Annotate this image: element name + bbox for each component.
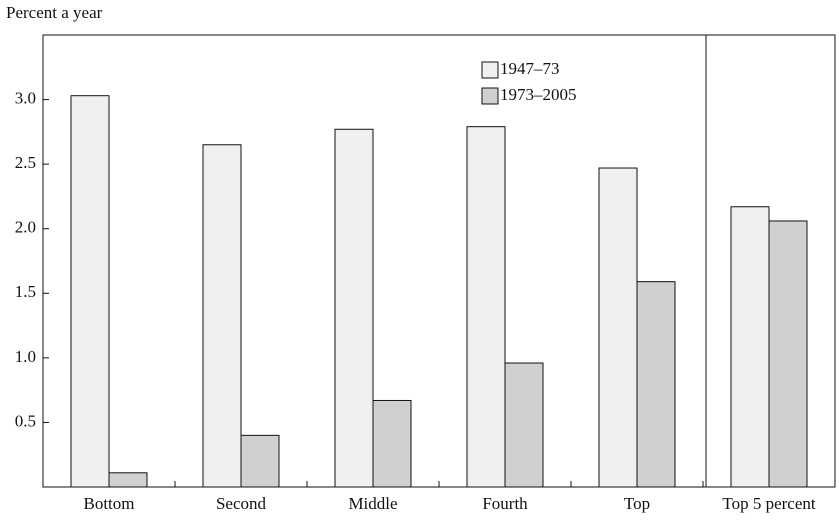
y-tick-label: 1.5 [15, 282, 36, 301]
legend-label: 1947–73 [500, 59, 560, 78]
bar [202, 144, 242, 488]
bar [334, 128, 374, 488]
y-tick-label: 2.0 [15, 218, 36, 237]
y-tick-label: 1.0 [15, 347, 36, 366]
bar [768, 220, 808, 488]
x-tick-label: Top 5 percent [722, 494, 815, 513]
bar [598, 167, 638, 488]
bar [108, 472, 148, 488]
bar [70, 95, 110, 488]
x-tick-label: Second [216, 494, 267, 513]
x-tick-label: Top [624, 494, 650, 513]
y-tick-label: 2.5 [15, 153, 36, 172]
bar [466, 126, 506, 488]
y-tick-label: 3.0 [15, 88, 36, 107]
bar [504, 362, 544, 488]
legend-swatch [481, 87, 499, 105]
bar [636, 281, 676, 488]
x-tick-label: Bottom [83, 494, 134, 513]
y-axis-label: Percent a year [6, 3, 103, 22]
bar [730, 206, 770, 488]
x-tick-label: Middle [348, 494, 397, 513]
bar [372, 399, 412, 488]
bar [240, 434, 280, 488]
x-tick-label: Fourth [482, 494, 528, 513]
legend-label: 1973–2005 [500, 85, 577, 104]
legend-swatch [481, 61, 499, 79]
y-tick-label: 0.5 [15, 411, 36, 430]
plot-frame [42, 34, 836, 488]
